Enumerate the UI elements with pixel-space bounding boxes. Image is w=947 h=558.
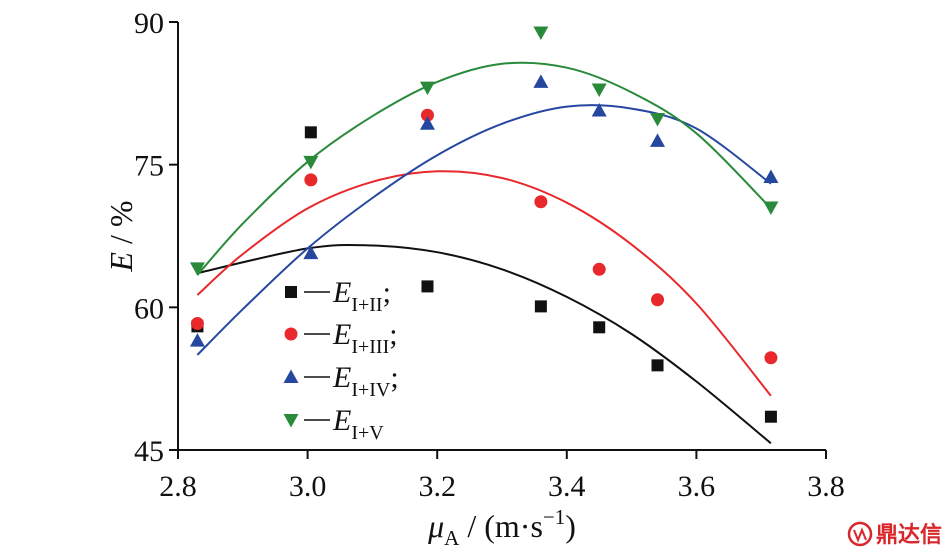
data-point-series-2 xyxy=(592,262,606,276)
legend: EI+II;EI+III;EI+IV;EI+V xyxy=(283,276,399,444)
legend-label-series-3: EI+IV; xyxy=(332,361,399,401)
x-tick-label: 3.2 xyxy=(418,470,456,503)
data-point-series-4 xyxy=(303,155,319,170)
data-point-series-1 xyxy=(651,359,664,372)
fit-line-series-4 xyxy=(196,61,772,276)
legend-marker-series-4 xyxy=(283,414,299,428)
x-tick-label: 2.8 xyxy=(159,470,197,503)
plot-frame xyxy=(177,22,826,451)
fit-line-series-3 xyxy=(196,104,772,356)
x-tick-label: 3.8 xyxy=(807,470,845,503)
data-point-series-4 xyxy=(650,113,666,127)
y-tick-label: 90 xyxy=(134,7,164,40)
data-point-series-3 xyxy=(303,245,319,260)
data-point-series-4 xyxy=(533,26,549,40)
watermark-logo-mark xyxy=(853,527,867,543)
legend-label-series-2: EI+III; xyxy=(332,318,398,358)
y-axis-title: E / % xyxy=(103,200,139,272)
y-axis-title-text: E / % xyxy=(103,200,139,272)
data-point-series-3 xyxy=(533,74,549,88)
x-tick-label: 3.4 xyxy=(548,470,586,503)
x-axis-title-text: μA / (m·s−1) xyxy=(427,505,576,550)
data-point-series-2 xyxy=(190,317,204,331)
data-point-series-2 xyxy=(420,108,434,122)
x-tick-label: 3.6 xyxy=(678,470,716,503)
data-point-series-1 xyxy=(304,126,317,139)
legend-marker-series-3 xyxy=(283,369,299,383)
data-point-series-3 xyxy=(419,116,435,130)
data-point-series-4 xyxy=(763,201,779,215)
fit-line-series-2 xyxy=(196,170,772,397)
watermark-text: 鼎达信 xyxy=(876,522,942,548)
data-point-series-3 xyxy=(591,102,607,117)
y-tick-label: 60 xyxy=(134,292,164,325)
data-point-series-1 xyxy=(764,410,777,423)
data-point-series-2 xyxy=(651,293,665,307)
data-point-series-1 xyxy=(534,300,547,313)
legend-item-series-1: EI+II; xyxy=(285,276,391,316)
y-tick-label: 45 xyxy=(134,435,164,468)
x-tick-label: 3.0 xyxy=(289,470,327,503)
data-markers xyxy=(189,26,779,423)
data-point-series-4 xyxy=(419,81,435,96)
legend-label-series-4: EI+V xyxy=(332,404,384,444)
legend-label-series-1: EI+II; xyxy=(332,276,391,316)
data-point-series-1 xyxy=(421,280,434,293)
legend-marker-series-2 xyxy=(284,327,298,341)
fit-lines xyxy=(196,61,772,445)
data-point-series-3 xyxy=(189,333,205,347)
data-point-series-3 xyxy=(763,169,779,184)
data-point-series-2 xyxy=(304,173,318,187)
legend-item-series-2: EI+III; xyxy=(284,318,398,358)
data-point-series-2 xyxy=(764,351,778,365)
data-point-series-4 xyxy=(189,262,205,276)
watermark-logo-icon xyxy=(847,521,873,547)
fit-line-series-1 xyxy=(197,243,772,445)
watermark: 鼎达信 xyxy=(847,521,942,548)
data-point-series-2 xyxy=(534,195,548,209)
data-point-series-3 xyxy=(650,133,666,147)
legend-item-series-3: EI+IV; xyxy=(283,361,399,401)
legend-marker-series-1 xyxy=(285,286,297,298)
axis-ticks: 2.8 3.0 3.2 3.4 3.6 3.8 45 60 75 90 xyxy=(134,7,845,503)
legend-item-series-4: EI+V xyxy=(283,404,384,444)
data-point-series-1 xyxy=(593,321,606,334)
y-tick-label: 75 xyxy=(134,150,164,183)
data-point-series-4 xyxy=(591,83,607,98)
x-axis-title: μA / (m·s−1) xyxy=(427,505,576,550)
